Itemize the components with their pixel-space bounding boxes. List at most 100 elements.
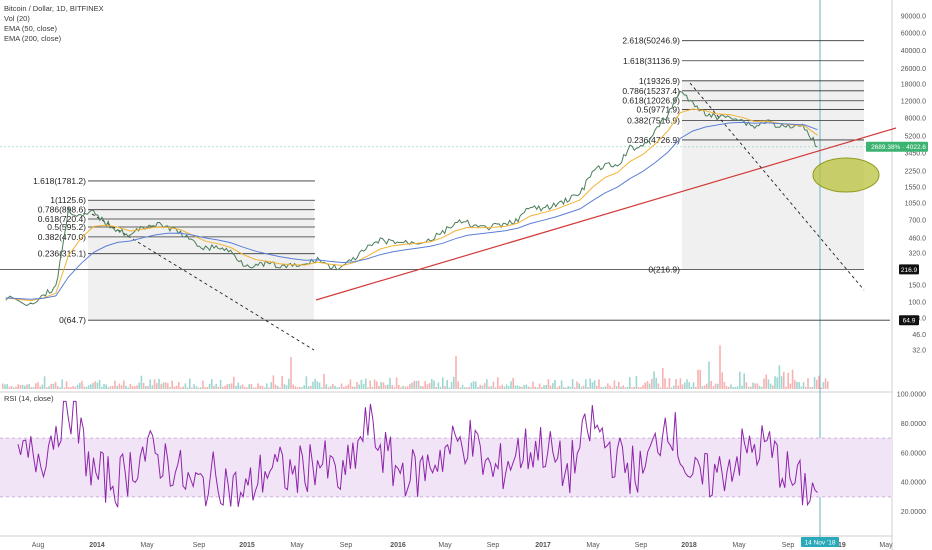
volume-bar xyxy=(681,384,684,389)
volume-bar xyxy=(736,386,739,389)
date-badge-bg xyxy=(801,537,839,547)
volume-bar xyxy=(325,384,327,389)
volume-bar xyxy=(345,386,347,389)
volume-bar xyxy=(145,386,147,389)
volume-bar xyxy=(142,382,145,389)
volume-bar xyxy=(37,382,39,389)
volume-bar xyxy=(765,374,767,389)
time-tick-label: May xyxy=(290,542,304,549)
volume-bar xyxy=(523,385,525,389)
volume-bar xyxy=(226,384,228,389)
volume-bar xyxy=(186,387,189,389)
volume-bar xyxy=(774,376,776,389)
volume-bar xyxy=(514,385,517,389)
volume-bar xyxy=(79,382,81,389)
volume-bar xyxy=(673,385,675,389)
volume-bar xyxy=(290,357,292,389)
volume-bar xyxy=(816,379,818,389)
volume-bar xyxy=(497,377,499,389)
volume-bar xyxy=(371,386,374,389)
volume-bar xyxy=(50,383,52,389)
legend-symbol[interactable]: Bitcoin / Dollar, 1D, BITFINEX xyxy=(4,4,104,13)
volume-bar xyxy=(259,385,261,389)
volume-bar xyxy=(292,384,294,389)
legend-ema50[interactable]: EMA (50, close) xyxy=(4,24,57,33)
volume-bar xyxy=(648,383,651,389)
volume-bar xyxy=(807,378,809,389)
volume-bar xyxy=(94,381,96,389)
volume-bar xyxy=(635,375,638,389)
volume-bar xyxy=(246,387,248,389)
volume-bar xyxy=(321,387,323,389)
volume-bar xyxy=(123,380,125,389)
volume-bar xyxy=(420,385,422,389)
volume-bar xyxy=(796,381,798,389)
volume-bar xyxy=(712,386,715,389)
volume-bar xyxy=(147,386,149,389)
volume-bar xyxy=(61,379,63,389)
volume-bar xyxy=(626,386,629,389)
volume-bar xyxy=(778,365,781,389)
volume-bar xyxy=(382,382,385,389)
rsi-tick-label: 20.0000 xyxy=(901,509,926,516)
volume-bar xyxy=(593,380,596,389)
time-tick-label: Sep xyxy=(635,542,648,549)
volume-bar xyxy=(92,382,94,389)
volume-bar xyxy=(611,387,613,389)
time-tick-label: 2016 xyxy=(390,542,406,549)
volume-bar xyxy=(248,384,250,389)
volume-bar xyxy=(785,386,787,389)
volume-bar xyxy=(734,386,737,389)
price-tick-label: 460.0 xyxy=(908,235,926,242)
volume-bar xyxy=(479,384,481,389)
volume-bar xyxy=(39,386,41,389)
volume-bar xyxy=(362,383,365,389)
volume-bar xyxy=(202,380,204,389)
volume-bar xyxy=(96,382,99,389)
time-tick-label: May xyxy=(438,542,452,549)
volume-bar xyxy=(532,381,534,389)
volume-bar xyxy=(318,382,321,389)
volume-bar xyxy=(400,387,402,389)
volume-bar xyxy=(373,379,376,389)
volume-bar xyxy=(422,386,424,389)
time-tick-label: 2017 xyxy=(535,542,551,549)
volume-bar xyxy=(252,387,255,389)
volume-bar xyxy=(182,386,184,389)
volume-bar xyxy=(820,387,822,389)
volume-bar xyxy=(470,382,473,389)
volume-bar xyxy=(552,383,554,389)
legend-rsi[interactable]: RSI (14, close) xyxy=(4,394,54,403)
current-price-badge-text: 2689.38% · 4022.6 xyxy=(871,144,926,151)
volume-bar xyxy=(125,385,127,389)
volume-bar xyxy=(802,382,805,389)
volume-bar xyxy=(468,386,470,389)
volume-bar xyxy=(384,385,387,389)
rsi-tick-label: 60.0000 xyxy=(901,450,926,457)
volume-bar xyxy=(756,383,759,389)
rsi-pane xyxy=(0,400,892,508)
volume-bar xyxy=(151,385,154,389)
fib-label-right: 0.618(12026.9) xyxy=(622,96,680,106)
fib-label-left: 0(64.7) xyxy=(59,315,86,325)
volume-bar xyxy=(725,386,728,389)
volume-bar xyxy=(684,382,686,389)
volume-bar xyxy=(59,387,61,389)
volume-bar xyxy=(563,387,565,389)
volume-bar xyxy=(464,387,466,389)
price-tick-label: 5200.0 xyxy=(905,133,927,140)
volume-bar xyxy=(428,383,431,389)
volume-bar xyxy=(347,384,349,389)
legend-ema200[interactable]: EMA (200, close) xyxy=(4,34,62,43)
volume-bar xyxy=(690,386,693,389)
volume-bar xyxy=(114,380,116,389)
volume-bar xyxy=(587,387,589,389)
legend-volume[interactable]: Vol (20) xyxy=(4,14,30,23)
volume-bar xyxy=(70,387,72,389)
time-tick-label: May xyxy=(732,542,746,549)
volume-bar xyxy=(404,386,407,389)
volume-bar xyxy=(538,383,541,389)
support-trendline xyxy=(315,127,897,301)
volume-bar xyxy=(442,377,444,389)
